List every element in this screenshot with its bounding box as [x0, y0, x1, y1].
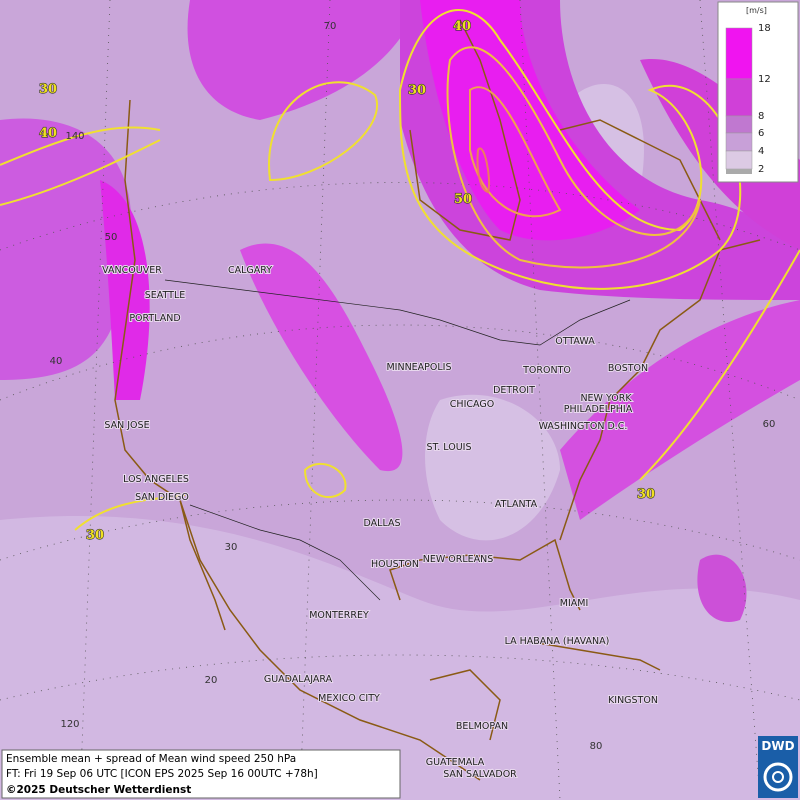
legend-band — [726, 169, 752, 174]
city-label: ATLANTA — [495, 499, 538, 510]
city-label: OTTAWA — [555, 336, 595, 347]
logo: DWD — [758, 736, 798, 798]
contour-label: 40 — [453, 19, 471, 34]
logo-text: DWD — [761, 739, 794, 753]
city-label: KINGSTON — [608, 695, 658, 706]
graticule-label: 50 — [105, 232, 118, 243]
legend-band — [725, 150, 753, 170]
legend-band — [725, 78, 753, 117]
city-label: SAN JOSE — [104, 420, 149, 431]
graticule-label: 80 — [590, 741, 603, 752]
city-label: DETROIT — [493, 385, 535, 396]
city-label: SAN DIEGO — [135, 492, 189, 503]
city-label: BELMOPAN — [456, 721, 508, 732]
contour-label: 30 — [637, 487, 655, 502]
city-label: MIAMI — [560, 598, 589, 609]
city-label: TORONTO — [522, 365, 571, 376]
city-label: DALLAS — [364, 518, 401, 529]
legend-tick-label: 2 — [758, 164, 764, 175]
graticule-label: 30 — [225, 542, 238, 553]
caption-line: ©2025 Deutscher Wetterdienst — [6, 784, 191, 796]
city-label: GUATEMALA — [426, 757, 485, 768]
city-label: BOSTON — [608, 363, 648, 374]
city-label: SAN SALVADOR — [443, 769, 517, 780]
logo-box — [758, 736, 798, 798]
caption-box — [1, 749, 401, 799]
graticule-label: 120 — [60, 719, 79, 730]
contour-label: 30 — [39, 82, 57, 97]
contours — [0, 9, 800, 531]
legend-tick-label: 4 — [758, 146, 764, 157]
caption: Ensemble mean + spread of Mean wind spee… — [1, 749, 401, 799]
legend-band — [725, 115, 753, 134]
city-label: MONTERREY — [309, 610, 369, 621]
graticule-label: 60 — [763, 419, 776, 430]
borders — [164, 279, 631, 601]
legend-band — [725, 132, 753, 152]
city-label: SEATTLE — [145, 290, 186, 301]
legend-tick-label: 12 — [758, 74, 771, 85]
caption-line: Ensemble mean + spread of Mean wind spee… — [6, 753, 296, 765]
city-label: CHICAGO — [450, 399, 494, 410]
graticule-label: 70 — [324, 21, 337, 32]
legend-band — [725, 27, 753, 80]
city-label: LA HABANA (HAVANA) — [505, 636, 610, 647]
legend-tick-label: 8 — [758, 111, 764, 122]
graticule-label: 20 — [205, 675, 218, 686]
city-label: ST. LOUIS — [427, 442, 472, 453]
logo-icon — [763, 762, 793, 792]
coastlines — [114, 19, 761, 781]
city-label: MEXICO CITY — [318, 693, 380, 704]
caption-line: FT: Fri 19 Sep 06 UTC [ICON EPS 2025 Sep… — [6, 768, 318, 780]
legend-tick-label: 6 — [758, 128, 764, 139]
city-label: NEW YORK — [580, 393, 632, 404]
legend-tick-label: 18 — [758, 23, 771, 34]
legend: [m/s] 18 12 8 6 4 2 — [717, 1, 799, 183]
graticule-label: 140 — [65, 131, 84, 142]
legend-unit: [m/s] — [746, 6, 767, 15]
city-label: WASHINGTON D.C. — [539, 421, 628, 432]
graticule-label: 40 — [50, 356, 63, 367]
city-label: CALGARY — [228, 265, 272, 276]
city-label: PHILADELPHIA — [564, 404, 633, 415]
city-label: VANCOUVER — [102, 265, 162, 276]
contour-label: 40 — [39, 126, 57, 141]
contour-label: 30 — [408, 83, 426, 98]
legend-bands: 18 12 8 6 4 2 — [725, 23, 771, 175]
logo-icon — [772, 771, 784, 783]
city-label: LOS ANGELES — [123, 474, 189, 485]
contour-label: 50 — [454, 192, 472, 207]
city-label: PORTLAND — [129, 313, 180, 324]
city-label: MINNEAPOLIS — [386, 362, 451, 373]
contour-label: 30 — [86, 528, 104, 543]
city-label: HOUSTON — [371, 559, 419, 570]
city-label: NEW ORLEANS — [423, 554, 494, 565]
city-label: GUADALAJARA — [264, 674, 333, 685]
labels: VANCOUVER CALGARY SEATTLE PORTLAND SAN JOSE L… — [38, 18, 776, 781]
